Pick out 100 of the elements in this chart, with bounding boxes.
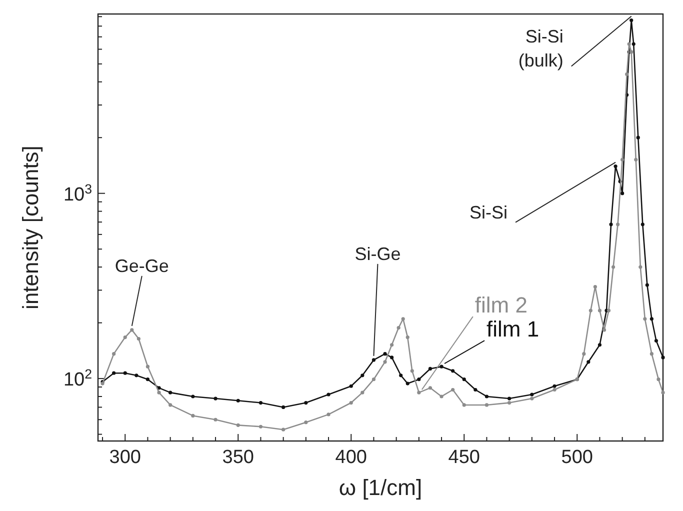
point — [614, 164, 618, 168]
point — [620, 158, 624, 162]
x-tick-label: 450 — [448, 447, 480, 468]
point — [428, 386, 432, 390]
x-tick-label: 300 — [109, 447, 141, 468]
point — [372, 358, 376, 362]
point — [636, 136, 640, 140]
point — [214, 396, 218, 400]
point — [282, 405, 286, 410]
point — [634, 158, 638, 162]
point — [650, 317, 654, 321]
point — [598, 343, 602, 347]
point — [462, 378, 466, 382]
y-tick-label: 10$^{2}$ — [63, 366, 92, 391]
point — [236, 398, 240, 402]
point — [304, 400, 308, 405]
point — [661, 356, 665, 360]
point — [401, 317, 405, 321]
point — [349, 400, 353, 405]
annotation: Ge-Ge — [114, 256, 169, 276]
point — [627, 42, 631, 46]
point — [390, 343, 394, 347]
point — [552, 388, 556, 392]
point — [428, 366, 432, 371]
point — [586, 360, 590, 364]
point — [588, 308, 592, 312]
point — [130, 328, 134, 332]
point — [191, 414, 195, 418]
point — [236, 423, 240, 427]
point — [146, 378, 150, 382]
point — [112, 371, 116, 375]
point — [632, 42, 636, 46]
point — [530, 396, 534, 400]
point — [645, 283, 649, 287]
annotation: Si-Si (bulk) — [518, 26, 564, 70]
series-label: film 1 — [486, 316, 540, 342]
point — [582, 352, 586, 356]
point — [440, 394, 444, 398]
point — [552, 384, 556, 388]
point — [643, 317, 647, 321]
point — [399, 374, 403, 378]
point — [390, 356, 394, 360]
point — [656, 378, 660, 382]
point — [112, 352, 116, 356]
point — [625, 72, 629, 76]
point — [616, 222, 620, 226]
text: film 2 — [474, 292, 528, 318]
point — [282, 428, 286, 432]
point — [123, 371, 127, 375]
point — [326, 412, 330, 416]
point — [372, 378, 376, 382]
point — [417, 390, 421, 394]
point — [383, 352, 387, 356]
point — [598, 308, 602, 312]
point — [258, 424, 263, 428]
point — [661, 390, 665, 394]
point — [396, 326, 400, 330]
point — [630, 18, 634, 22]
point — [440, 364, 444, 368]
point — [650, 352, 654, 356]
point — [406, 382, 410, 386]
x-tick-label: 500 — [561, 447, 593, 468]
point — [304, 420, 308, 424]
point — [349, 384, 353, 388]
point — [146, 364, 150, 368]
point — [157, 390, 161, 394]
x-tick-label: 400 — [335, 447, 367, 468]
point — [609, 222, 613, 226]
point — [462, 403, 466, 407]
point — [168, 403, 172, 407]
point — [326, 392, 330, 396]
point — [593, 284, 597, 289]
point — [360, 390, 364, 394]
point — [168, 390, 172, 394]
point — [383, 360, 387, 364]
x-tick-label: 350 — [222, 447, 254, 468]
x-axis-title: ω [1/cm] — [338, 475, 422, 500]
point — [530, 392, 534, 396]
point — [417, 378, 421, 382]
point — [606, 308, 611, 312]
annotation: Si-Si — [470, 202, 508, 222]
point — [136, 336, 140, 341]
point — [474, 388, 478, 392]
point — [620, 192, 624, 196]
point — [508, 396, 512, 400]
point — [654, 338, 658, 343]
point — [484, 403, 489, 407]
point — [191, 394, 195, 398]
point — [406, 336, 410, 340]
point — [451, 369, 455, 373]
y-axis-title: intensity [counts] — [18, 146, 43, 310]
y-tick-label: 10$^{3}$ — [63, 180, 92, 206]
annotation: Si-Ge — [354, 244, 401, 264]
point — [360, 374, 364, 378]
point — [611, 265, 616, 269]
point — [123, 336, 127, 340]
point — [602, 328, 606, 332]
point — [630, 50, 634, 54]
point — [484, 394, 489, 398]
point — [258, 400, 263, 405]
